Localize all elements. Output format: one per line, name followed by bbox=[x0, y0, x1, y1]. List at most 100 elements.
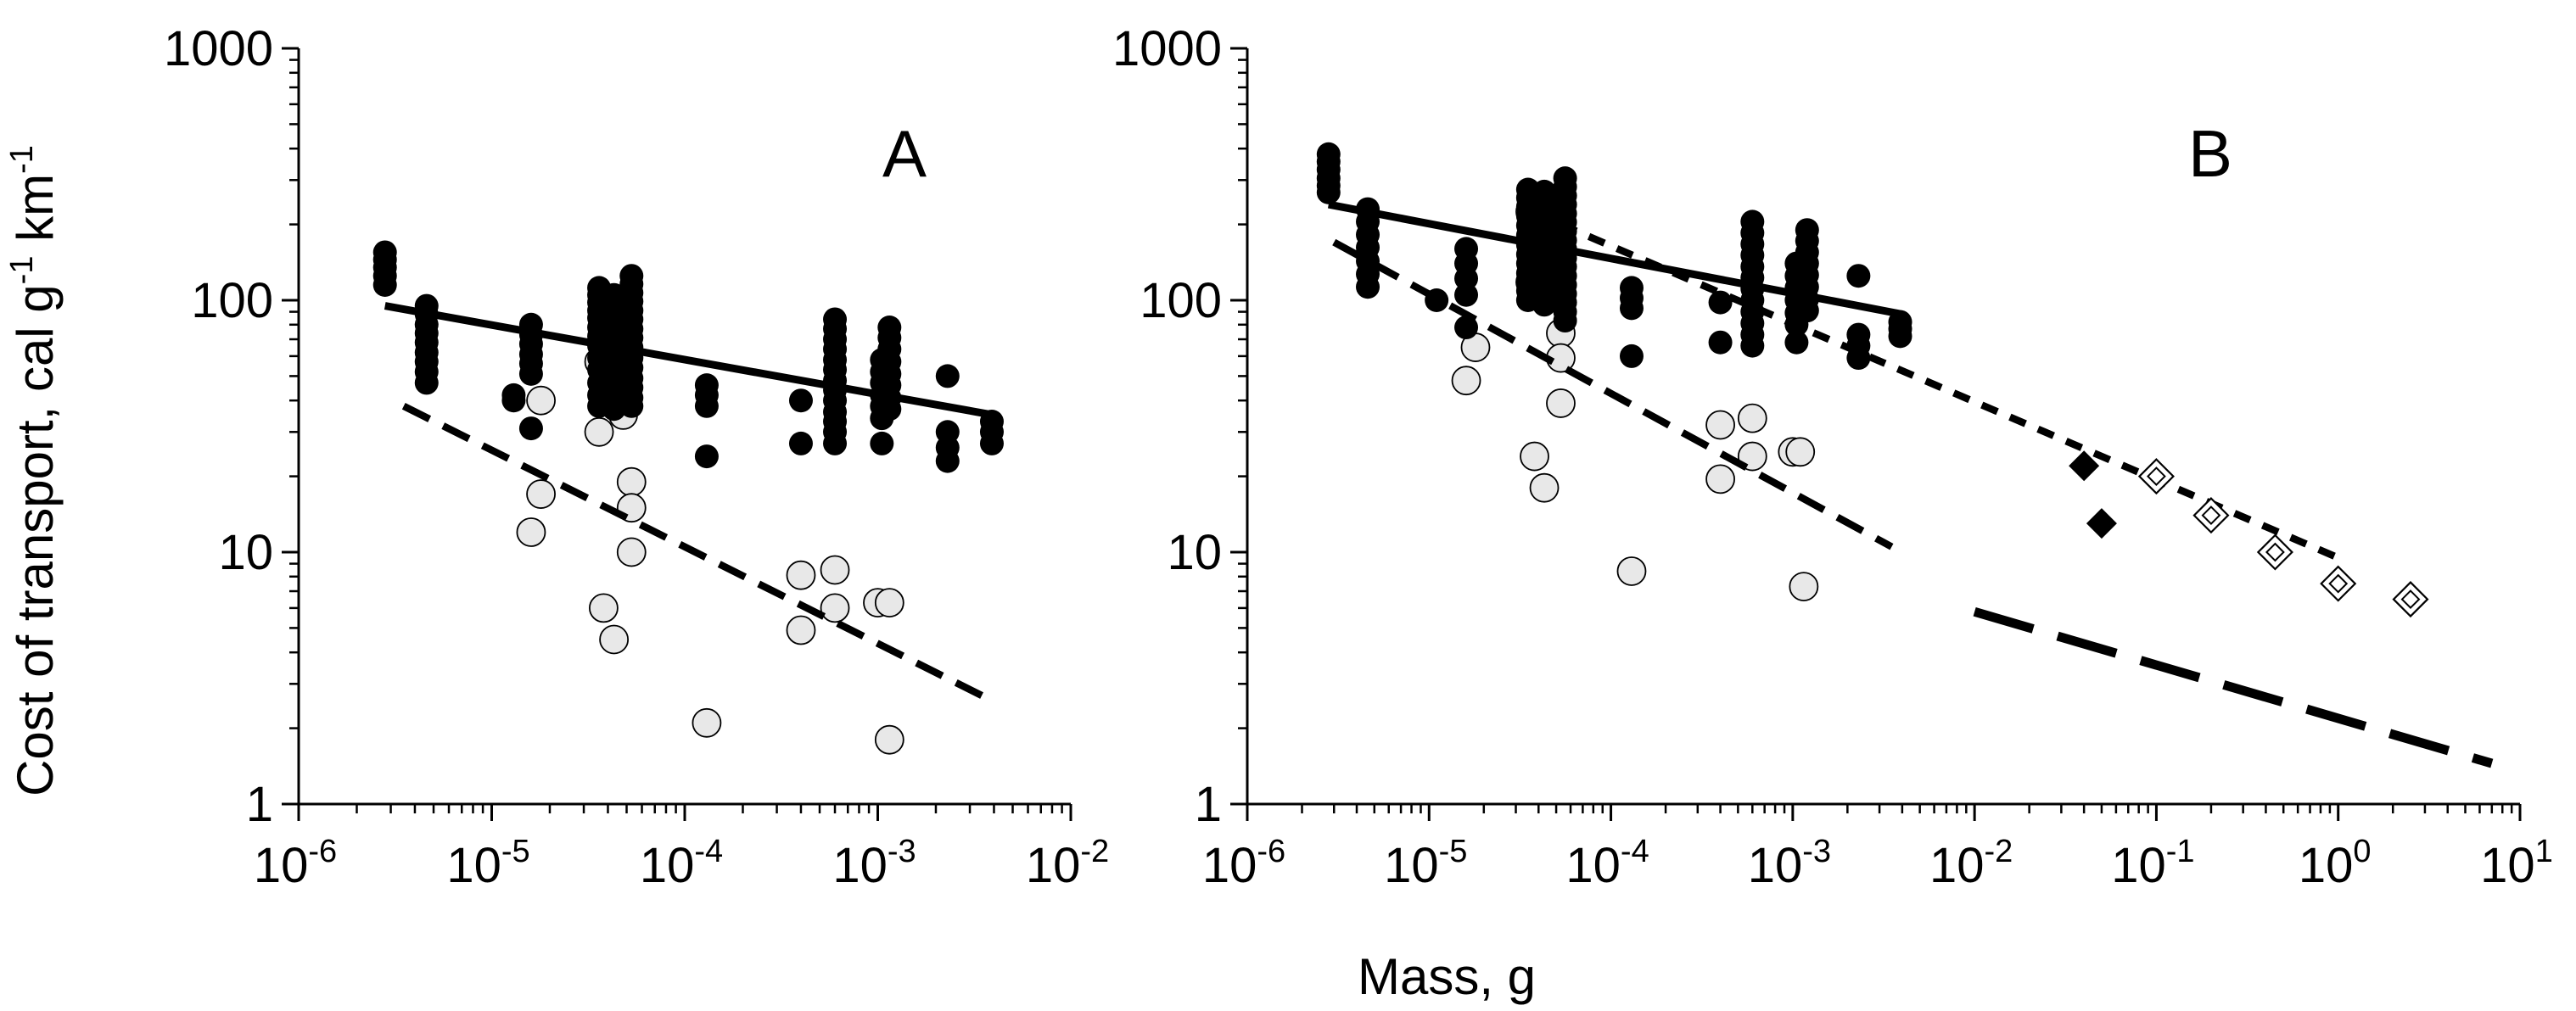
y-tick-label: 100 bbox=[191, 273, 273, 328]
open-circle-point bbox=[526, 385, 556, 416]
open-diamond-point bbox=[2392, 581, 2429, 618]
filled-circle-point bbox=[788, 431, 813, 455]
x-axis-label: Mass, g bbox=[1358, 948, 1536, 1005]
filled-circle-point bbox=[1454, 282, 1479, 307]
filled-circle-point bbox=[935, 364, 960, 388]
open-circle-point bbox=[616, 537, 647, 567]
x-tick-base: 10 bbox=[1026, 838, 1081, 893]
open-circle-point bbox=[786, 615, 816, 645]
open-circle-point bbox=[1451, 366, 1481, 396]
panel-label: B bbox=[2188, 116, 2232, 191]
filled-circle-point bbox=[1708, 290, 1733, 315]
filled-circle-point bbox=[518, 416, 543, 441]
x-tick-label: 100 bbox=[2299, 834, 2372, 893]
filled-circle-point bbox=[1795, 299, 1819, 323]
x-tick-base: 10 bbox=[1384, 838, 1439, 893]
x-tick-base: 10 bbox=[2480, 838, 2535, 893]
open-circle-point bbox=[786, 560, 816, 590]
x-tick-label: 101 bbox=[2480, 834, 2553, 893]
open-circle-point bbox=[599, 624, 630, 655]
regression-line-solid bbox=[384, 302, 995, 419]
y-tick-label: 10 bbox=[218, 525, 273, 580]
open-circle-point bbox=[1737, 403, 1767, 433]
filled-circle-point bbox=[877, 397, 902, 422]
open-circle-point bbox=[820, 555, 850, 585]
y-tick-label: 1 bbox=[246, 777, 273, 832]
regression-line-dashed bbox=[1332, 238, 1894, 550]
open-circle-point bbox=[616, 466, 647, 497]
open-circle-point bbox=[589, 593, 619, 623]
filled-circle-point bbox=[1784, 330, 1809, 355]
x-tick-exponent: -1 bbox=[2166, 834, 2195, 869]
filled-circle-point bbox=[1316, 180, 1341, 204]
x-tick-exponent: -5 bbox=[501, 834, 530, 869]
filled-circle-point bbox=[1356, 275, 1380, 299]
x-tick-exponent: -6 bbox=[308, 834, 337, 869]
x-tick-exponent: -3 bbox=[888, 834, 916, 869]
open-circle-point bbox=[584, 416, 614, 447]
x-tick-exponent: -6 bbox=[1257, 834, 1285, 869]
y-tick-label: 1 bbox=[1195, 777, 1222, 832]
filled-circle-point bbox=[1708, 330, 1733, 355]
y-axis-label-exp2: -1 bbox=[4, 145, 40, 174]
x-tick-label: 10-5 bbox=[446, 834, 529, 893]
x-tick-base: 10 bbox=[1929, 838, 1985, 893]
filled-circle-point bbox=[870, 431, 894, 455]
x-tick-exponent: 0 bbox=[2353, 834, 2371, 869]
x-tick-base: 10 bbox=[254, 838, 309, 893]
regression-line-solid bbox=[1327, 200, 1903, 318]
x-tick-exponent: -2 bbox=[1080, 834, 1109, 869]
filled-circle-point bbox=[694, 444, 719, 469]
filled-circle-point bbox=[1846, 264, 1871, 288]
filled-circle-point bbox=[1454, 266, 1479, 291]
x-tick-base: 10 bbox=[2111, 838, 2166, 893]
x-tick-label: 10-1 bbox=[2111, 834, 2194, 893]
x-tick-label: 10-6 bbox=[1202, 834, 1285, 893]
filled-circle-point bbox=[1553, 309, 1577, 333]
y-tick-label: 1000 bbox=[1112, 21, 1222, 76]
y-axis-label: Cost of transport, cal g-1 km-1 bbox=[4, 145, 64, 796]
filled-circle-point bbox=[788, 388, 813, 413]
open-circle-point bbox=[1546, 388, 1576, 418]
filled-circle-point bbox=[1888, 324, 1912, 349]
x-tick-label: 10-2 bbox=[1026, 834, 1109, 893]
y-axis-label-exp1: -1 bbox=[4, 256, 40, 285]
open-diamond-point bbox=[2320, 565, 2357, 602]
open-diamond-point bbox=[2256, 533, 2293, 571]
filled-circle-point bbox=[823, 431, 848, 455]
x-tick-base: 10 bbox=[1202, 838, 1257, 893]
x-tick-base: 10 bbox=[832, 838, 888, 893]
x-tick-base: 10 bbox=[1748, 838, 1803, 893]
open-circle-point bbox=[820, 593, 850, 623]
x-tick-exponent: -5 bbox=[1439, 834, 1468, 869]
x-tick-exponent: 1 bbox=[2535, 834, 2553, 869]
filled-circle-point bbox=[518, 361, 543, 386]
x-tick-exponent: -4 bbox=[1621, 834, 1649, 869]
filled-circle-point bbox=[372, 272, 397, 297]
x-tick-base: 10 bbox=[446, 838, 501, 893]
filled-diamond-point bbox=[2069, 450, 2100, 482]
x-tick-base: 10 bbox=[1565, 838, 1621, 893]
y-axis-label-unit: km bbox=[7, 174, 64, 256]
filled-circle-point bbox=[935, 449, 960, 473]
open-circle-point bbox=[1705, 410, 1735, 440]
x-tick-label: 10-5 bbox=[1384, 834, 1467, 893]
open-diamond-point bbox=[2192, 497, 2230, 534]
open-circle-point bbox=[516, 517, 546, 547]
x-tick-base: 10 bbox=[2299, 838, 2354, 893]
filled-circle-point bbox=[501, 388, 526, 413]
open-circle-point bbox=[874, 588, 904, 617]
x-tick-label: 10-4 bbox=[1565, 834, 1649, 893]
y-tick-label: 10 bbox=[1167, 525, 1222, 580]
x-tick-base: 10 bbox=[640, 838, 695, 893]
filled-circle-point bbox=[619, 394, 644, 418]
open-circle-point bbox=[1520, 441, 1549, 472]
filled-circle-point bbox=[602, 397, 626, 422]
regression-line-dashed bbox=[401, 403, 996, 706]
open-circle-point bbox=[1785, 437, 1816, 467]
open-diamond-point bbox=[2137, 458, 2175, 495]
filled-circle-point bbox=[414, 371, 439, 395]
